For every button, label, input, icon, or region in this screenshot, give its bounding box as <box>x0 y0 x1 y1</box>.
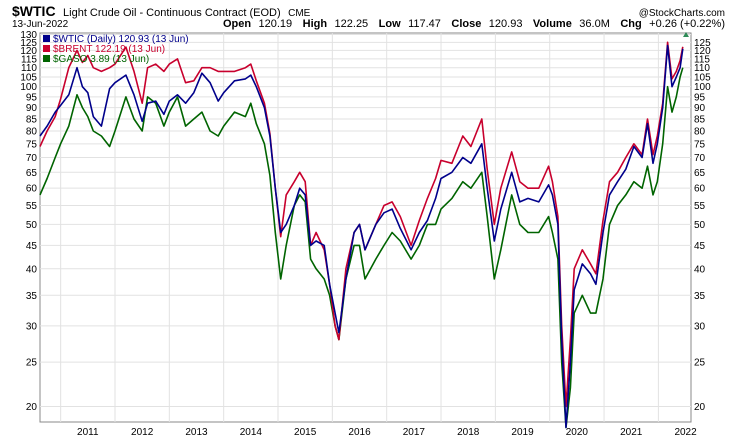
grid-lines <box>40 33 691 422</box>
y-tick-right-label: 115 <box>694 54 710 65</box>
y-tick-left-label: 70 <box>26 153 38 164</box>
low-value: 117.47 <box>408 18 441 30</box>
y-tick-right-label: 125 <box>694 38 711 49</box>
y-tick-left-label: 85 <box>26 114 38 125</box>
y-tick-left-label: 50 <box>26 220 38 231</box>
y-tick-right-label: 80 <box>694 127 706 138</box>
y-tick-left-label: 105 <box>20 72 37 83</box>
y-tick-left-label: 130 <box>20 30 37 41</box>
y-tick-right-label: 75 <box>694 139 706 150</box>
y-tick-right-label: 30 <box>694 321 706 332</box>
open-value: 120.19 <box>259 18 293 30</box>
watermark: @StockCharts.com <box>639 8 725 19</box>
y-tick-left-label: 20 <box>26 402 38 413</box>
legend-entry: $WTIC (Daily) 120.93 (13 Jun) <box>53 34 189 45</box>
y-tick-left-label: 65 <box>26 168 38 179</box>
y-tick-right-label: 95 <box>694 92 706 103</box>
close-value: 120.93 <box>489 18 523 30</box>
close-label: Close <box>451 18 481 30</box>
y-tick-right-label: 60 <box>694 184 706 195</box>
y-tick-left-label: 60 <box>26 184 38 195</box>
series-line <box>39 67 684 429</box>
y-tick-left-label: 55 <box>26 201 38 212</box>
y-axis-left: 2025303540455055606570758085909510010511… <box>20 30 37 413</box>
legend-swatch <box>43 45 50 52</box>
y-tick-left-label: 110 <box>21 63 37 74</box>
y-tick-right-label: 100 <box>694 82 711 93</box>
y-tick-left-label: 30 <box>26 321 38 332</box>
y-tick-left-label: 120 <box>20 46 37 57</box>
y-tick-left-label: 75 <box>26 139 38 150</box>
x-tick-label: 2015 <box>294 427 317 438</box>
x-tick-label: 2017 <box>403 427 426 438</box>
x-tick-label: 2018 <box>457 427 480 438</box>
y-axis-right: 2025303540455055606570758085909510010511… <box>694 38 711 413</box>
legend-entry: $GASO 3.89 (13 Jun) <box>53 54 149 65</box>
legend-entry: $BRENT 122.19 (13 Jun) <box>53 44 165 55</box>
open-label: Open <box>223 18 251 30</box>
chart-date: 13-Jun-2022 <box>12 19 69 30</box>
y-tick-left-label: 40 <box>26 264 38 275</box>
y-tick-right-label: 110 <box>694 63 710 74</box>
y-tick-right-label: 50 <box>694 220 706 231</box>
symbol-title: $WTIC <box>12 3 56 19</box>
up-arrow-icon <box>683 32 689 37</box>
x-tick-label: 2019 <box>511 427 534 438</box>
y-tick-right-label: 25 <box>694 358 706 369</box>
x-tick-label: 2011 <box>77 427 99 438</box>
x-tick-label: 2020 <box>566 427 589 438</box>
y-tick-right-label: 70 <box>694 153 706 164</box>
y-tick-right-label: 90 <box>694 103 706 114</box>
legend-swatch <box>43 35 50 42</box>
chart-header-line: $WTIC Light Crude Oil - Continuous Contr… <box>12 3 311 20</box>
change-value: +0.26 (+0.22%) <box>649 18 725 30</box>
x-tick-label: 2013 <box>185 427 208 438</box>
y-tick-right-label: 45 <box>694 241 706 252</box>
y-tick-left-label: 115 <box>21 54 37 65</box>
x-tick-label: 2014 <box>240 427 263 438</box>
series-line <box>39 44 684 429</box>
y-tick-right-label: 120 <box>694 46 711 57</box>
volume-value: 36.0M <box>579 18 610 30</box>
change-label: Chg <box>620 18 641 30</box>
quote-line: Open 120.19 High 122.25 Low 117.47 Close… <box>223 14 725 31</box>
y-tick-right-label: 55 <box>694 201 706 212</box>
y-tick-left-label: 45 <box>26 241 38 252</box>
y-tick-left-label: 35 <box>26 291 38 302</box>
y-tick-left-label: 100 <box>20 82 37 93</box>
plot-area <box>39 32 692 423</box>
legend: $WTIC (Daily) 120.93 (13 Jun)$BRENT 122.… <box>43 34 189 65</box>
high-value: 122.25 <box>335 18 369 30</box>
y-tick-right-label: 40 <box>694 264 706 275</box>
y-tick-right-label: 85 <box>694 114 706 125</box>
x-tick-label: 2021 <box>620 427 643 438</box>
y-tick-left-label: 25 <box>26 358 38 369</box>
volume-label: Volume <box>533 18 572 30</box>
exchange-label: CME <box>288 8 311 19</box>
x-axis: 2011 2012 2013 2014 2015 2016 2017 2018 2019 2020… <box>77 427 697 438</box>
y-tick-left-label: 95 <box>26 92 38 103</box>
contract-description: Light Crude Oil - Continuous Contract (E… <box>63 7 281 19</box>
y-tick-right-label: 65 <box>694 168 706 179</box>
x-tick-label: 2022 <box>674 427 697 438</box>
y-tick-right-label: 20 <box>694 402 706 413</box>
y-tick-left-label: 90 <box>26 103 38 114</box>
x-tick-label: 2016 <box>348 427 371 438</box>
y-tick-left-label: 125 <box>20 38 37 49</box>
x-tick-label: 2012 <box>131 427 154 438</box>
y-tick-right-label: 105 <box>694 72 711 83</box>
legend-swatch <box>43 55 50 62</box>
y-tick-left-label: 80 <box>26 127 38 138</box>
series-lines <box>39 41 684 429</box>
y-tick-right-label: 35 <box>694 291 706 302</box>
low-label: Low <box>379 18 401 30</box>
high-label: High <box>303 18 328 30</box>
